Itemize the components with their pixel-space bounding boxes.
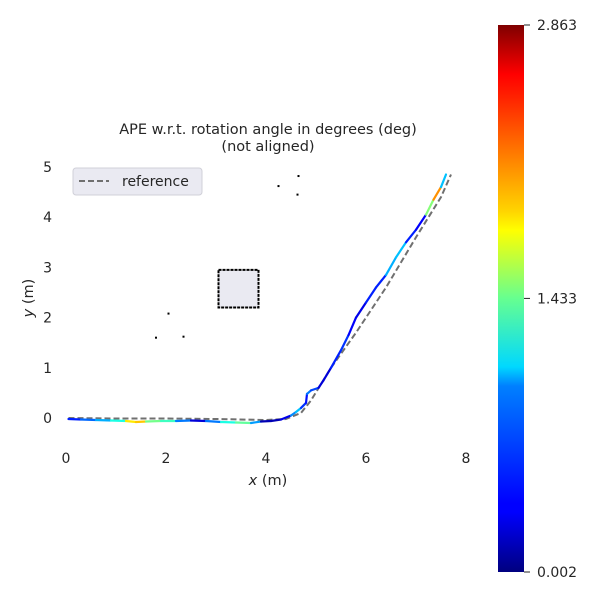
x-axis-label: x (m)	[248, 473, 288, 489]
trajectory-segment	[269, 418, 283, 423]
map-obstacle-point	[167, 312, 170, 315]
x-axis-label-unit: (m)	[257, 473, 287, 489]
trajectory-segment	[322, 366, 333, 382]
colorbar: 2.863 1.433 0.002	[498, 18, 577, 581]
map-obstacle-point	[296, 193, 299, 196]
trajectory-segment	[339, 334, 350, 352]
y-tick-label: 5	[43, 160, 52, 176]
trajectory-segment	[204, 419, 223, 424]
colorbar-ticks: 2.863 1.433 0.002	[524, 18, 577, 581]
y-tick-label: 3	[43, 260, 52, 276]
trajectory-segment	[249, 420, 263, 425]
y-tick-label: 1	[43, 361, 52, 377]
x-tick-label: 0	[62, 451, 71, 467]
trajectory-segment	[67, 417, 83, 421]
estimated-trajectory	[67, 173, 448, 425]
trajectory-segment	[394, 241, 408, 259]
map-obstacle-point	[297, 175, 300, 178]
map-obstacle-point	[277, 185, 280, 188]
x-axis-label-var: x	[248, 473, 258, 489]
colorbar-tick-label: 1.433	[537, 291, 577, 307]
trajectory-segment	[347, 316, 358, 337]
trajectory-segment	[109, 419, 128, 423]
map-obstacle-block	[217, 268, 260, 309]
trajectory-segment	[384, 256, 398, 277]
y-axis-label-var: y	[21, 308, 37, 318]
trajectory-segment	[219, 420, 238, 424]
trajectory-segment	[374, 273, 388, 289]
reference-line	[68, 174, 452, 422]
trajectory-segment	[304, 392, 309, 405]
x-ticks: 0 2 4 6 8	[62, 451, 471, 467]
trajectory-segment	[404, 228, 418, 244]
map-obstacle-point	[155, 336, 157, 339]
y-ticks: 0 1 2 3 4 5	[43, 160, 52, 427]
trajectory-segment	[144, 419, 163, 423]
trajectory-segment	[94, 418, 113, 422]
trajectory-segment	[317, 379, 325, 389]
trajectory-segment	[189, 419, 208, 423]
map-obstacle-point	[182, 335, 185, 338]
colorbar-gradient	[498, 25, 524, 572]
trajectory-segment	[279, 414, 293, 421]
trajectory-segment	[174, 419, 193, 423]
trajectory-segment	[234, 421, 253, 425]
trajectory-segment	[432, 185, 443, 201]
trajectory-segment	[259, 419, 273, 423]
trajectory-segment	[414, 213, 428, 231]
trajectory-segment	[364, 286, 378, 304]
legend-reference-label: reference	[122, 174, 189, 190]
colorbar-tick-label: 0.002	[537, 565, 577, 581]
x-tick-label: 6	[362, 451, 371, 467]
trajectory-segment	[309, 386, 320, 392]
y-axis-label: y (m)	[21, 279, 37, 319]
x-tick-label: 4	[262, 451, 271, 467]
map-obstacles	[155, 175, 300, 339]
trajectory-segment	[329, 349, 343, 369]
colorbar-tick-label: 2.863	[537, 18, 577, 34]
trajectory-segment	[299, 401, 308, 410]
y-tick-label: 2	[43, 311, 52, 327]
trajectory-segment	[124, 419, 138, 424]
trajectory-segment	[79, 418, 98, 422]
chart-title: APE w.r.t. rotation angle in degrees (de…	[119, 122, 416, 138]
trajectory-segment	[354, 301, 368, 319]
x-tick-label: 8	[462, 451, 471, 467]
reference-trajectory	[68, 174, 452, 422]
chart-subtitle: (not aligned)	[221, 139, 314, 155]
x-tick-label: 2	[162, 451, 171, 467]
legend-frame	[72, 167, 203, 196]
legend: reference	[72, 167, 203, 196]
y-axis-label-unit: (m)	[21, 279, 37, 309]
y-tick-label: 4	[43, 210, 52, 226]
trajectory-segment	[424, 198, 435, 216]
trajectory-segment	[134, 420, 148, 424]
trajectory-segment	[439, 173, 448, 189]
y-tick-label: 0	[43, 411, 52, 427]
